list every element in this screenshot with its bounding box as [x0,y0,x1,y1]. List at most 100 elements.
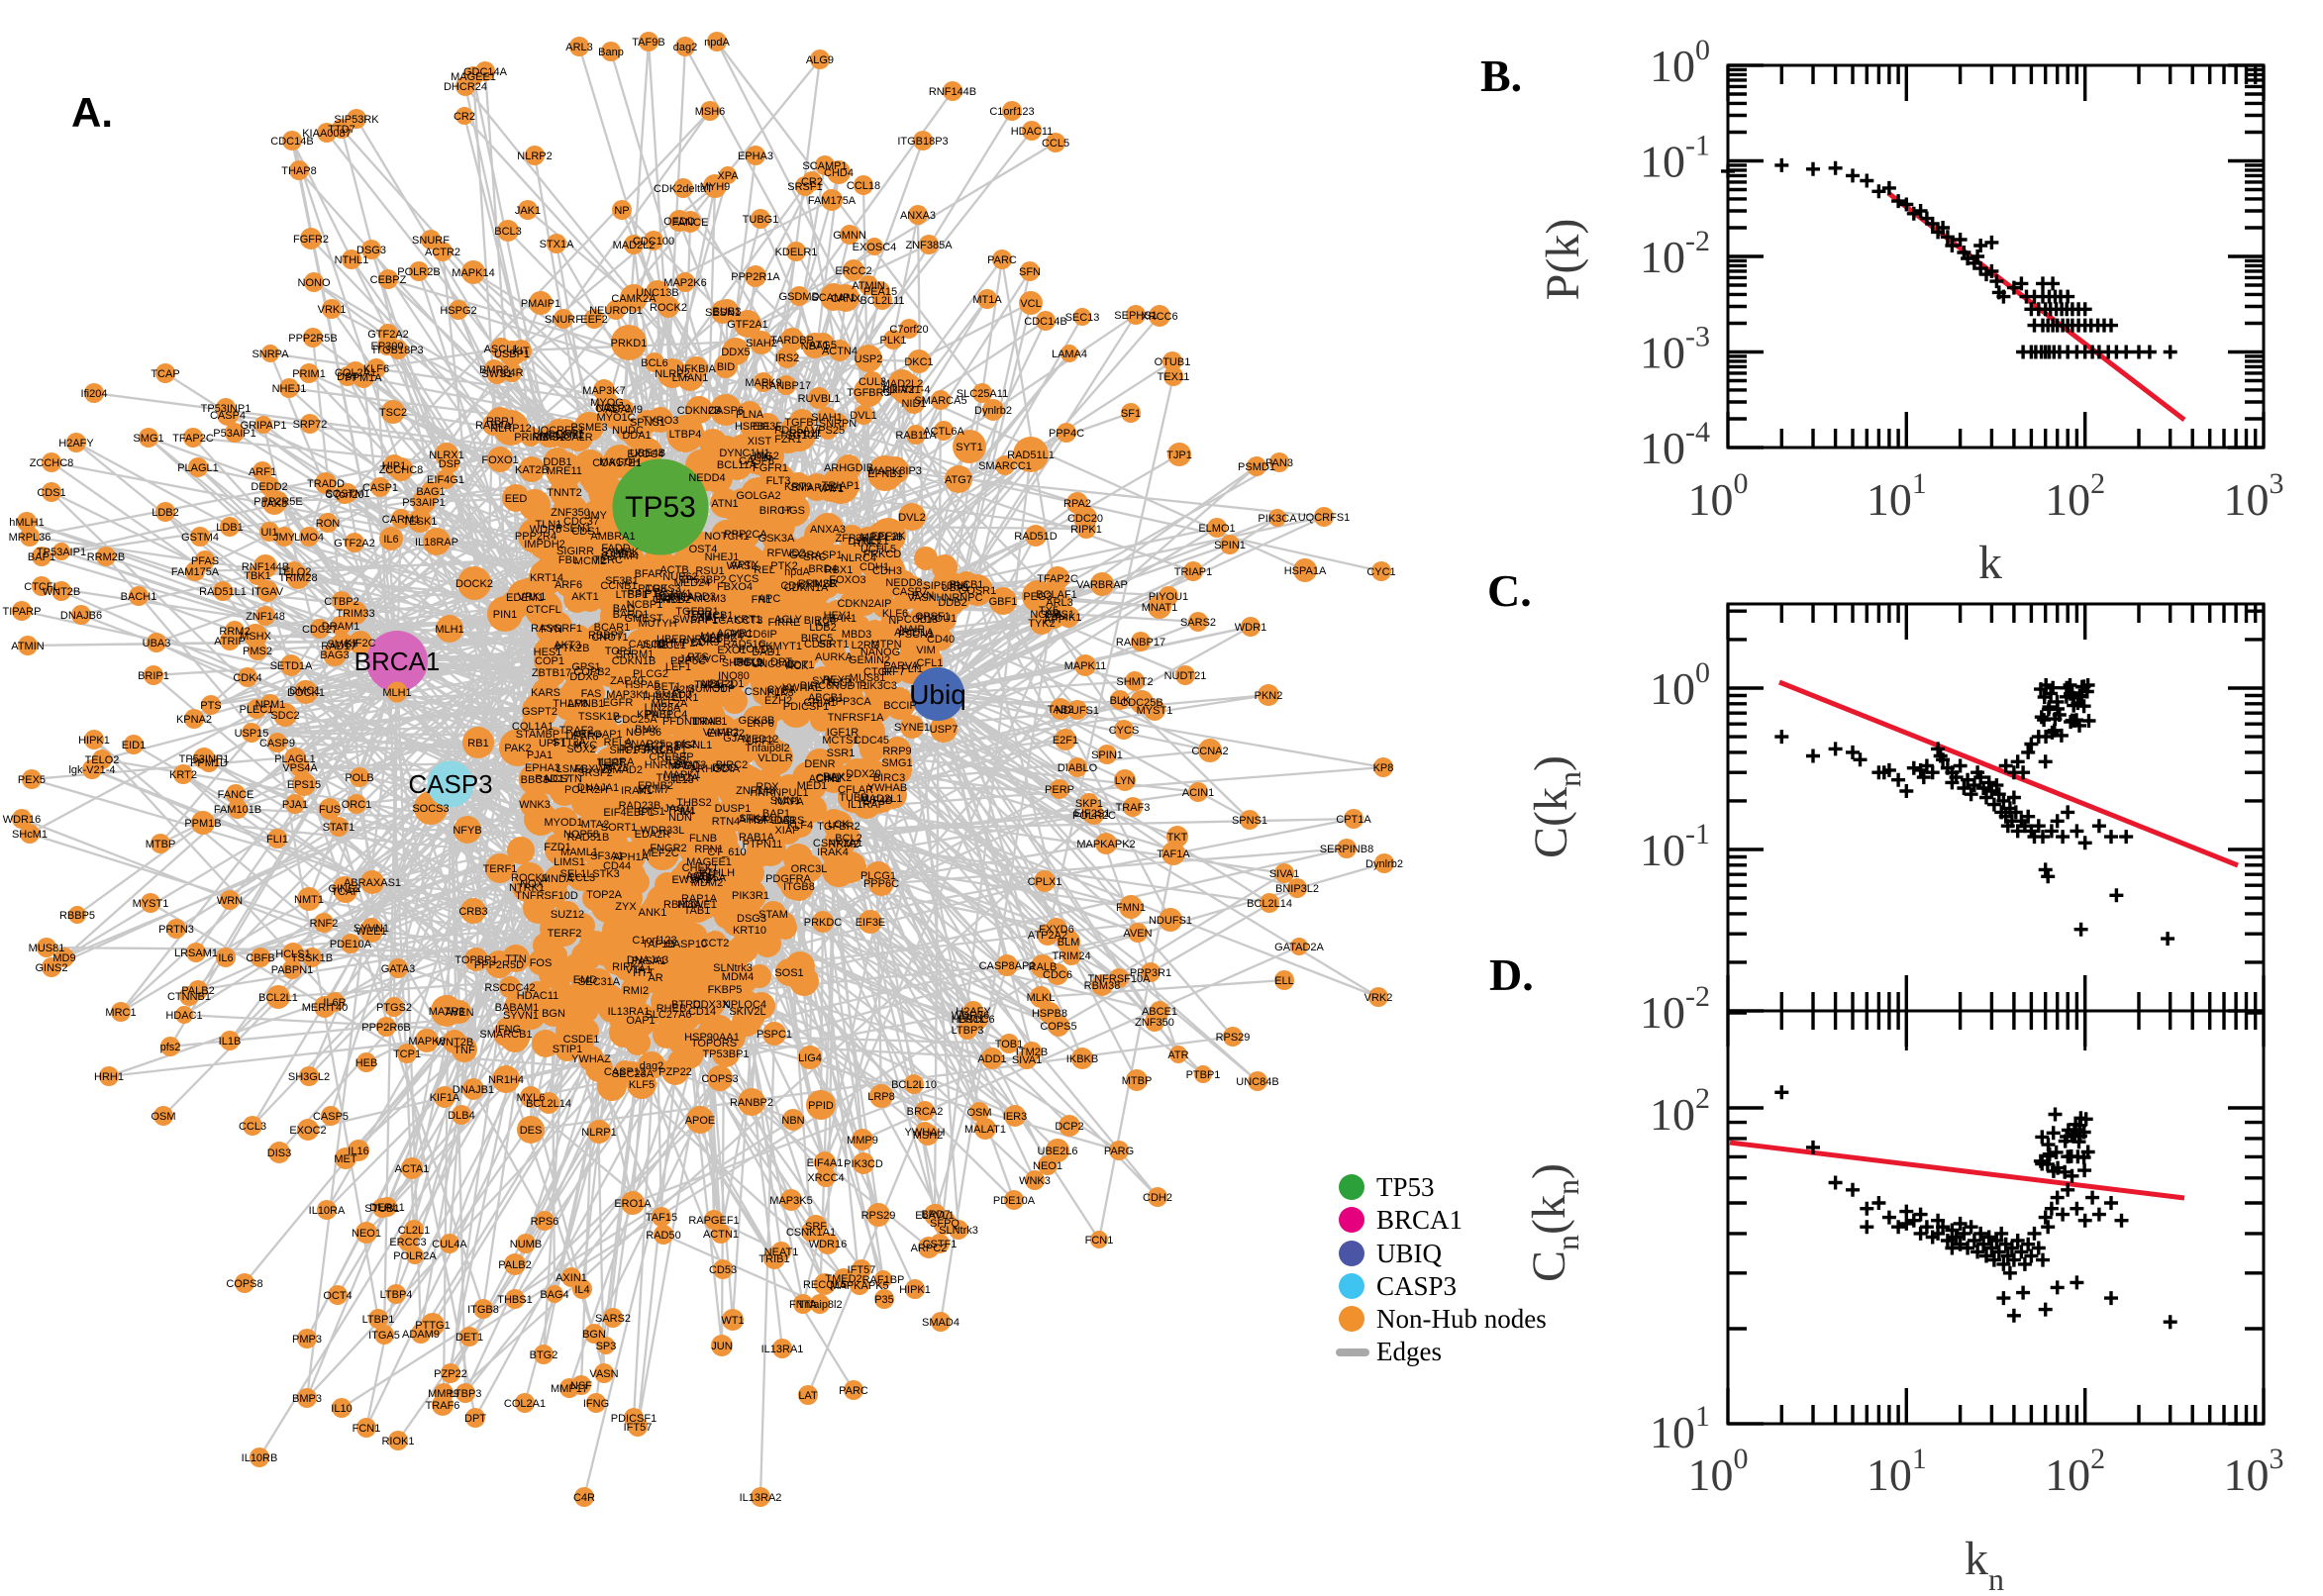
svg-text:NEDD4: NEDD4 [688,472,725,484]
svg-text:DVL2: DVL2 [898,512,926,524]
svg-text:FZR1: FZR1 [774,434,802,446]
svg-text:PSMD1: PSMD1 [1238,461,1275,473]
svg-text:ARPC2: ARPC2 [911,1243,948,1254]
svg-text:DLB4: DLB4 [448,1110,475,1122]
svg-text:ATMIN: ATMIN [852,280,884,292]
svg-text:RAB11A: RAB11A [895,430,937,442]
svg-text:PIK3CD: PIK3CD [844,1158,883,1170]
svg-text:TAF9B: TAF9B [632,37,664,49]
svg-text:TP53AIP1: TP53AIP1 [37,547,86,558]
svg-text:EMD: EMD [573,974,598,986]
svg-text:SERPINB8: SERPINB8 [1320,844,1373,855]
svg-text:IL18RAP: IL18RAP [415,537,458,549]
svg-text:EIF2S1: EIF2S1 [1074,808,1111,820]
svg-text:MAP3K7: MAP3K7 [582,385,625,397]
svg-text:BCL2L14: BCL2L14 [1247,898,1292,910]
svg-text:RDX: RDX [756,781,779,793]
svg-text:LTBP3: LTBP3 [450,1388,482,1400]
svg-text:KLF5: KLF5 [629,1079,655,1091]
svg-text:TERF2: TERF2 [548,928,582,940]
svg-text:CCL18: CCL18 [847,180,880,192]
svg-text:MAPK14: MAPK14 [452,267,494,279]
svg-text:HRH1: HRH1 [94,1071,124,1083]
svg-text:BAG4: BAG4 [540,1289,568,1301]
svg-text:CUL4A: CUL4A [432,1239,467,1250]
svg-text:UBIQ: UBIQ [1376,1239,1442,1268]
svg-text:DRAM1: DRAM1 [322,621,360,633]
svg-text:GSTM4: GSTM4 [181,532,219,544]
svg-text:PIN1: PIN1 [493,609,517,621]
svg-text:COL2A1: COL2A1 [335,367,376,379]
svg-text:FXYD6: FXYD6 [1039,924,1073,936]
svg-text:pfs2: pfs2 [160,1042,181,1053]
svg-text:LAMA4: LAMA4 [1052,349,1087,360]
svg-text:IRS2: IRS2 [775,352,799,364]
svg-text:USP2: USP2 [855,353,883,365]
svg-text:PRIM1: PRIM1 [292,368,326,380]
svg-text:DCP2: DCP2 [1055,1121,1083,1133]
svg-text:ARHGDIB: ARHGDIB [824,462,873,474]
svg-text:GTF2A1: GTF2A1 [727,319,768,331]
svg-text:RPS29: RPS29 [861,1210,896,1222]
svg-text:ELL: ELL [1274,975,1294,987]
svg-text:GSDMD: GSDMD [779,291,820,303]
svg-text:NCSTN: NCSTN [545,773,582,785]
svg-text:NLRP2: NLRP2 [517,150,552,162]
svg-text:UBE2D1: UBE2D1 [702,678,745,690]
svg-text:SIGIRR: SIGIRR [556,546,594,557]
svg-text:TAF1A: TAF1A [1157,848,1190,860]
svg-text:CASC3: CASC3 [629,639,665,650]
svg-text:TRAF6: TRAF6 [426,1400,460,1412]
svg-text:OSM: OSM [966,1107,991,1119]
svg-text:BFAR: BFAR [635,568,663,580]
svg-text:HCLS1: HCLS1 [275,948,310,960]
svg-text:PARVA: PARVA [883,660,919,672]
svg-text:CHD3: CHD3 [605,549,635,560]
svg-text:BNIP3L2: BNIP3L2 [1275,883,1319,895]
svg-text:JAK3: JAK3 [261,498,287,510]
svg-text:BIRC7: BIRC7 [759,505,791,517]
svg-text:BAX: BAX [823,771,846,783]
svg-text:NTHL1: NTHL1 [335,254,369,266]
svg-text:ABCE1: ABCE1 [1142,1006,1177,1018]
svg-text:PPM1B: PPM1B [184,818,221,830]
svg-text:MAPK9: MAPK9 [745,377,781,389]
svg-text:SPIN1: SPIN1 [1091,749,1123,761]
svg-text:PTTG1: PTTG1 [415,1320,450,1332]
svg-text:AURKA: AURKA [815,651,854,663]
svg-text:RPN1: RPN1 [694,844,723,855]
svg-text:CDC20: CDC20 [1067,513,1103,525]
svg-text:LDB1: LDB1 [216,522,244,534]
svg-text:BID: BID [717,361,735,373]
svg-text:FOS: FOS [530,957,553,969]
svg-text:RBM8A: RBM8A [663,899,702,911]
svg-text:TMED2: TMED2 [825,1273,861,1285]
svg-text:WDR16: WDR16 [809,1239,848,1250]
svg-text:MMP9: MMP9 [847,1135,878,1147]
svg-text:TTD7: TTD7 [328,124,355,136]
svg-text:SRP72: SRP72 [293,419,328,431]
svg-text:IL6: IL6 [383,534,398,546]
svg-text:PTBP1: PTBP1 [1186,1069,1221,1081]
svg-text:NONO: NONO [298,277,331,289]
svg-text:CASP3: CASP3 [1376,1271,1457,1301]
svg-text:MSN: MSN [540,431,564,443]
svg-text:RNF2: RNF2 [310,918,339,930]
svg-text:FOXO3: FOXO3 [829,574,865,586]
svg-text:PTS: PTS [200,700,221,712]
svg-text:UQCRFS1: UQCRFS1 [1298,512,1351,524]
svg-text:SIVA1: SIVA1 [1269,868,1299,880]
svg-text:PLCG2: PLCG2 [633,668,668,680]
svg-text:CASP8AP2: CASP8AP2 [979,960,1036,972]
svg-text:ARHGDIA: ARHGDIA [690,763,741,775]
svg-text:CDC25A: CDC25A [614,714,657,726]
svg-text:WT1: WT1 [721,1315,744,1327]
svg-text:VARBRAP: VARBRAP [1076,579,1128,591]
svg-text:VCL: VCL [1020,298,1041,310]
svg-text:STK3: STK3 [592,868,620,880]
svg-text:DOCK2: DOCK2 [455,578,493,590]
svg-text:PDICSF1: PDICSF1 [783,701,829,713]
svg-text:DDX6: DDX6 [569,671,598,683]
svg-text:DVL1: DVL1 [850,410,877,422]
svg-text:CASP5: CASP5 [313,1111,349,1123]
